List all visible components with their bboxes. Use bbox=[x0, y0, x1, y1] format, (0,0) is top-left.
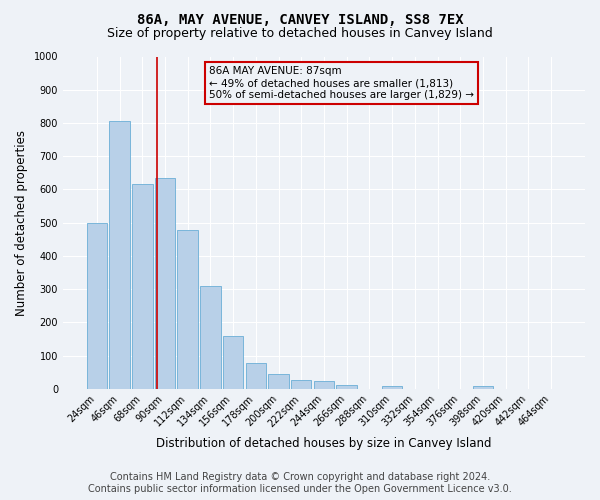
Bar bbox=[223, 336, 244, 389]
Bar bbox=[473, 386, 493, 389]
Bar bbox=[200, 286, 221, 389]
Bar bbox=[314, 381, 334, 389]
Bar bbox=[382, 386, 403, 389]
Text: 86A MAY AVENUE: 87sqm
← 49% of detached houses are smaller (1,813)
50% of semi-d: 86A MAY AVENUE: 87sqm ← 49% of detached … bbox=[209, 66, 474, 100]
Bar bbox=[86, 222, 107, 389]
Bar bbox=[132, 184, 152, 389]
Bar bbox=[291, 380, 311, 389]
Text: 86A, MAY AVENUE, CANVEY ISLAND, SS8 7EX: 86A, MAY AVENUE, CANVEY ISLAND, SS8 7EX bbox=[137, 12, 463, 26]
Bar bbox=[268, 374, 289, 389]
Bar bbox=[109, 122, 130, 389]
Bar bbox=[337, 385, 357, 389]
Bar bbox=[178, 230, 198, 389]
Text: Contains HM Land Registry data © Crown copyright and database right 2024.
Contai: Contains HM Land Registry data © Crown c… bbox=[88, 472, 512, 494]
Bar bbox=[245, 363, 266, 389]
Y-axis label: Number of detached properties: Number of detached properties bbox=[15, 130, 28, 316]
Bar bbox=[155, 178, 175, 389]
Text: Size of property relative to detached houses in Canvey Island: Size of property relative to detached ho… bbox=[107, 28, 493, 40]
X-axis label: Distribution of detached houses by size in Canvey Island: Distribution of detached houses by size … bbox=[156, 437, 492, 450]
